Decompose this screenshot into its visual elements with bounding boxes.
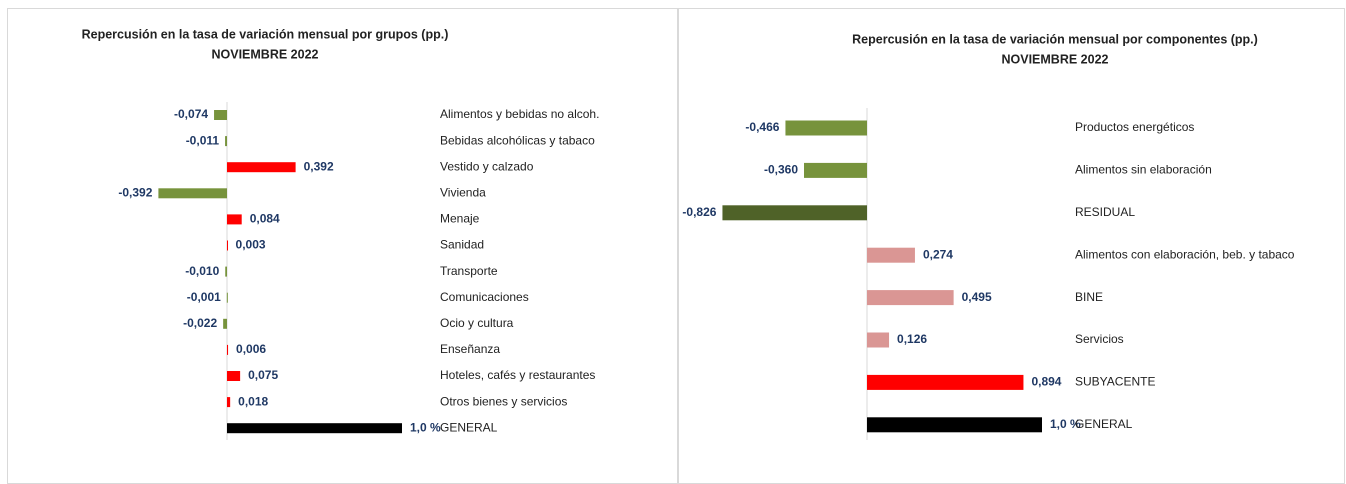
value-label: 0,126 bbox=[897, 332, 927, 346]
category-label: Vestido y calzado bbox=[440, 159, 534, 173]
bar bbox=[227, 397, 231, 408]
category-label: Productos energéticos bbox=[1075, 120, 1194, 134]
value-label: -0,466 bbox=[745, 120, 779, 134]
category-label: Ocio y cultura bbox=[440, 316, 514, 330]
category-label: Vivienda bbox=[440, 185, 486, 199]
bar bbox=[226, 292, 228, 303]
chart-subtitle: NOVIEMBRE 2022 bbox=[212, 47, 319, 61]
bar bbox=[227, 214, 242, 225]
value-label: 0,003 bbox=[236, 238, 266, 252]
category-label: GENERAL bbox=[1075, 417, 1133, 431]
bar bbox=[867, 290, 954, 306]
category-label: Servicios bbox=[1075, 332, 1124, 346]
category-label: BINE bbox=[1075, 290, 1103, 304]
value-label: -0,011 bbox=[186, 133, 220, 147]
value-label: -0,392 bbox=[118, 185, 152, 199]
value-label: -0,010 bbox=[185, 264, 219, 278]
bar bbox=[227, 423, 402, 434]
bar bbox=[227, 162, 296, 173]
bar bbox=[804, 162, 867, 178]
value-label: -0,074 bbox=[174, 107, 208, 121]
bar bbox=[227, 344, 229, 355]
bar bbox=[227, 240, 228, 251]
category-label: GENERAL bbox=[440, 420, 498, 434]
value-label: -0,360 bbox=[764, 163, 798, 177]
bar bbox=[227, 371, 241, 381]
bar bbox=[867, 417, 1042, 433]
category-label: Menaje bbox=[440, 212, 480, 226]
value-label: 1,0 % bbox=[1050, 417, 1081, 431]
value-label: 0,075 bbox=[248, 368, 278, 382]
category-label: Enseñanza bbox=[440, 342, 500, 356]
bar bbox=[722, 205, 867, 221]
bar bbox=[214, 110, 227, 120]
bar bbox=[158, 188, 227, 199]
panel-frame bbox=[678, 8, 1345, 484]
category-label: Comunicaciones bbox=[440, 290, 529, 304]
value-label: -0,826 bbox=[682, 205, 716, 219]
value-label: -0,022 bbox=[183, 316, 217, 330]
value-label: 0,006 bbox=[236, 342, 266, 356]
category-label: RESIDUAL bbox=[1075, 205, 1135, 219]
value-label: 0,084 bbox=[250, 212, 280, 226]
value-label: 1,0 % bbox=[410, 420, 441, 434]
chart-title: Repercusión en la tasa de variación mens… bbox=[852, 32, 1258, 46]
bar bbox=[225, 136, 227, 147]
bar bbox=[867, 374, 1024, 390]
value-label: 0,018 bbox=[238, 394, 268, 408]
category-label: Hoteles, cafés y restaurantes bbox=[440, 368, 595, 382]
category-label: Bebidas alcohólicas y tabaco bbox=[440, 133, 595, 147]
category-label: Transporte bbox=[440, 264, 498, 278]
value-label: 0,495 bbox=[962, 290, 992, 304]
bar bbox=[867, 247, 915, 263]
category-label: SUBYACENTE bbox=[1075, 375, 1155, 389]
category-label: Alimentos con elaboración, beb. y tabaco bbox=[1075, 247, 1295, 261]
bar bbox=[225, 266, 227, 277]
bar bbox=[867, 332, 890, 348]
value-label: 0,392 bbox=[304, 159, 334, 173]
chart-title: Repercusión en la tasa de variación mens… bbox=[82, 27, 449, 41]
value-label: 0,894 bbox=[1031, 375, 1061, 389]
value-label: -0,001 bbox=[187, 290, 221, 304]
bar bbox=[785, 120, 867, 136]
value-label: 0,274 bbox=[923, 247, 953, 261]
category-label: Alimentos sin elaboración bbox=[1075, 163, 1212, 177]
bar bbox=[223, 318, 227, 329]
category-label: Otros bienes y servicios bbox=[440, 394, 567, 408]
category-label: Alimentos y bebidas no alcoh. bbox=[440, 107, 599, 121]
chart-subtitle: NOVIEMBRE 2022 bbox=[1002, 52, 1109, 66]
category-label: Sanidad bbox=[440, 238, 484, 252]
panel-frame bbox=[7, 8, 678, 484]
